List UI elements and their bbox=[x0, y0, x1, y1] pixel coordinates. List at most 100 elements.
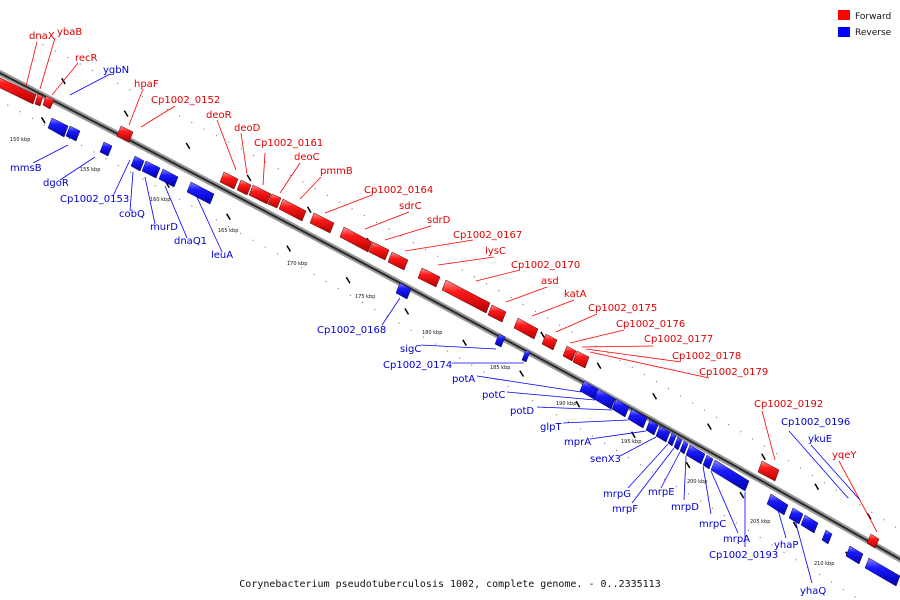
gene-box-forward[interactable] bbox=[757, 460, 780, 482]
gene-label[interactable]: mprA bbox=[564, 437, 591, 448]
gene-label[interactable]: glpT bbox=[540, 422, 562, 433]
gene-box-reverse[interactable] bbox=[130, 155, 145, 172]
gene-box-reverse[interactable] bbox=[655, 425, 671, 443]
gene-box-reverse[interactable] bbox=[766, 493, 789, 516]
gene-box-forward[interactable] bbox=[219, 171, 239, 190]
gene-box-reverse[interactable] bbox=[864, 557, 900, 587]
gene-box-reverse[interactable] bbox=[821, 529, 833, 545]
gene-box-forward[interactable] bbox=[866, 533, 880, 549]
gene-label[interactable]: asd bbox=[541, 276, 559, 287]
gene-label[interactable]: Cp1002_0161 bbox=[254, 138, 323, 149]
gene-box-forward[interactable] bbox=[42, 95, 55, 110]
gene-label[interactable]: ykuE bbox=[808, 434, 832, 445]
gene-box-reverse[interactable] bbox=[47, 117, 69, 138]
gene-box-forward[interactable] bbox=[236, 179, 252, 196]
gene-box-forward[interactable] bbox=[0, 73, 37, 105]
gene-label[interactable]: potD bbox=[510, 406, 534, 417]
gene-label[interactable]: lysC bbox=[485, 246, 506, 257]
gene-box-reverse[interactable] bbox=[99, 141, 113, 157]
gene-box-reverse[interactable] bbox=[645, 419, 659, 436]
gene-label[interactable]: Cp1002_0168 bbox=[317, 325, 386, 336]
gene-box-reverse[interactable] bbox=[710, 459, 750, 492]
gene-box-reverse[interactable] bbox=[667, 432, 677, 447]
gene-box-reverse[interactable] bbox=[679, 440, 689, 455]
gene-box-forward[interactable] bbox=[278, 198, 307, 222]
gene-label[interactable]: katA bbox=[564, 289, 587, 300]
gene-box-forward[interactable] bbox=[417, 267, 441, 288]
gene-box-reverse[interactable] bbox=[788, 507, 804, 525]
gene-box-forward[interactable] bbox=[541, 333, 558, 351]
gene-label[interactable]: mrpF bbox=[612, 504, 638, 515]
gene-box-reverse[interactable] bbox=[845, 545, 864, 565]
gene-label[interactable]: mmsB bbox=[10, 163, 42, 174]
gene-label[interactable]: Cp1002_0170 bbox=[511, 260, 580, 271]
gene-box-reverse[interactable] bbox=[702, 454, 714, 470]
gene-label[interactable]: ygbN bbox=[103, 65, 129, 76]
gene-label[interactable]: senX3 bbox=[590, 454, 621, 465]
gene-label[interactable]: mrpA bbox=[723, 534, 750, 545]
gene-label[interactable]: recR bbox=[75, 53, 98, 64]
gene-box-reverse[interactable] bbox=[141, 160, 161, 179]
gene-label[interactable]: sdrC bbox=[399, 201, 422, 212]
gene-box-forward[interactable] bbox=[34, 93, 44, 107]
gene-label[interactable]: Cp1002_0167 bbox=[453, 230, 522, 241]
gene-label[interactable]: pmmB bbox=[320, 166, 353, 177]
gene-box-reverse[interactable] bbox=[611, 398, 630, 418]
gene-box-forward[interactable] bbox=[309, 212, 335, 234]
gene-label[interactable]: murD bbox=[150, 222, 178, 233]
gene-label[interactable]: yhaQ bbox=[800, 586, 826, 597]
gene-box-reverse[interactable] bbox=[593, 388, 616, 410]
gene-label[interactable]: ybaB bbox=[57, 27, 82, 38]
gene-label[interactable]: potA bbox=[452, 374, 475, 385]
gene-box-forward[interactable] bbox=[368, 241, 390, 261]
gene-label[interactable]: Cp1002_0179 bbox=[699, 367, 768, 378]
gene-label[interactable]: sigC bbox=[400, 344, 421, 355]
gene-box-reverse[interactable] bbox=[395, 282, 412, 300]
gene-box-forward[interactable] bbox=[513, 317, 539, 340]
gene-label[interactable]: Cp1002_0176 bbox=[616, 319, 685, 330]
gene-label[interactable]: mrpD bbox=[671, 502, 699, 513]
gene-box-forward[interactable] bbox=[339, 226, 373, 253]
gene-box-forward[interactable] bbox=[116, 125, 134, 143]
gene-label[interactable]: mrpG bbox=[603, 489, 631, 500]
gene-label[interactable]: deoC bbox=[294, 152, 320, 163]
gene-label[interactable]: dnaX bbox=[29, 31, 55, 42]
gene-box-reverse[interactable] bbox=[65, 125, 81, 142]
gene-label[interactable]: Cp1002_0193 bbox=[709, 550, 778, 561]
gene-label[interactable]: cobQ bbox=[119, 209, 145, 220]
gene-label[interactable]: leuA bbox=[211, 250, 233, 261]
gene-label[interactable]: Cp1002_0164 bbox=[364, 185, 433, 196]
gene-label[interactable]: Cp1002_0178 bbox=[672, 351, 741, 362]
gene-box-forward[interactable] bbox=[441, 279, 491, 314]
gene-label[interactable]: hpaF bbox=[134, 79, 159, 90]
gene-box-reverse[interactable] bbox=[627, 408, 648, 429]
gene-box-reverse[interactable] bbox=[494, 333, 506, 348]
gene-box-forward[interactable] bbox=[562, 345, 577, 362]
gene-label[interactable]: sdrD bbox=[427, 215, 451, 226]
gene-label[interactable]: Cp1002_0192 bbox=[754, 399, 823, 410]
gene-label[interactable]: Cp1002_0152 bbox=[151, 95, 220, 106]
gene-label[interactable]: yqeY bbox=[832, 450, 857, 461]
gene-box-reverse[interactable] bbox=[186, 181, 215, 205]
gene-box-reverse[interactable] bbox=[673, 436, 683, 451]
gene-box-forward[interactable] bbox=[267, 193, 282, 209]
gene-box-forward[interactable] bbox=[487, 304, 507, 323]
gene-label[interactable]: Cp1002_0177 bbox=[644, 334, 713, 345]
gene-label[interactable]: mrpE bbox=[648, 487, 675, 498]
gene-label[interactable]: yhaP bbox=[774, 540, 798, 551]
gene-label[interactable]: dnaQ1 bbox=[174, 236, 207, 247]
gene-box-reverse[interactable] bbox=[685, 444, 706, 465]
gene-box-reverse[interactable] bbox=[800, 514, 819, 534]
gene-box-reverse[interactable] bbox=[158, 168, 179, 188]
gene-label[interactable]: Cp1002_0174 bbox=[383, 360, 452, 371]
gene-box-forward[interactable] bbox=[248, 184, 272, 205]
gene-label[interactable]: Cp1002_0196 bbox=[781, 417, 850, 428]
gene-label[interactable]: deoR bbox=[206, 110, 232, 121]
gene-box-reverse[interactable] bbox=[521, 349, 531, 363]
gene-label[interactable]: mrpC bbox=[699, 519, 726, 530]
gene-label[interactable]: dgoR bbox=[43, 178, 69, 189]
gene-box-forward[interactable] bbox=[572, 350, 590, 369]
gene-label[interactable]: potC bbox=[482, 390, 505, 401]
gene-label[interactable]: deoD bbox=[234, 123, 261, 134]
gene-label[interactable]: Cp1002_0175 bbox=[588, 303, 657, 314]
